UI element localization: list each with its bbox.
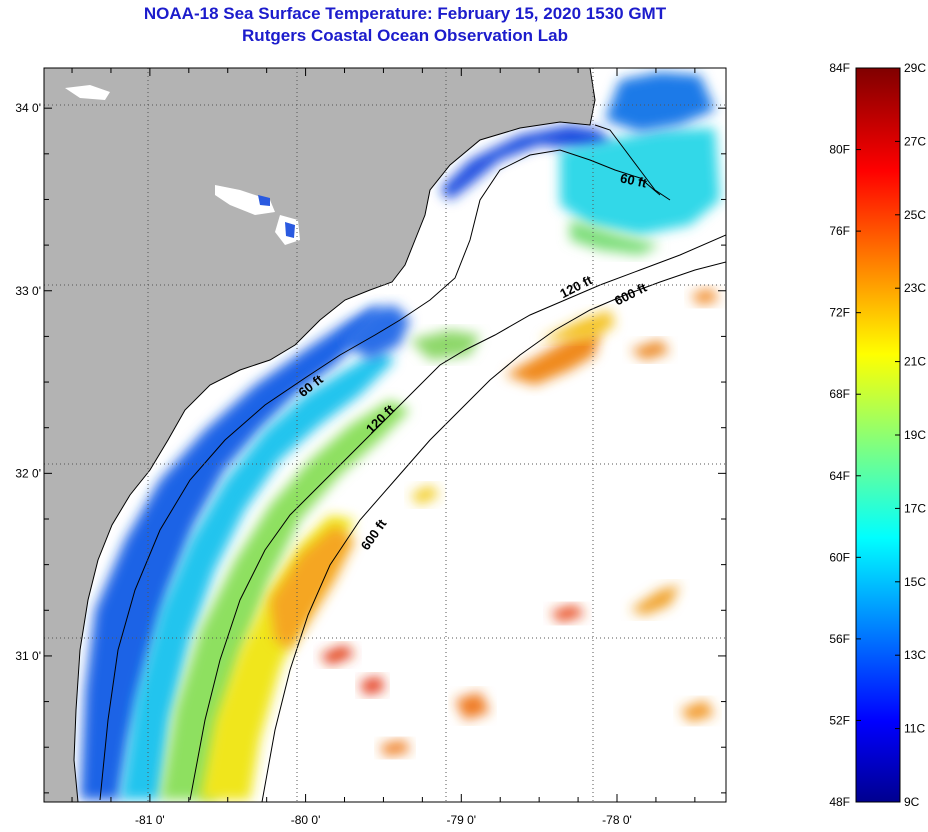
grid-lines xyxy=(44,68,726,802)
latitude-axis-labels: 34 0' 33 0' 32 0' 31 0' xyxy=(15,101,41,663)
colorbar-f-label: 80F xyxy=(829,143,850,157)
depth-label: 60 ft xyxy=(619,170,649,190)
colorbar-c-label: 19C xyxy=(904,428,926,442)
colorbar-celsius-labels: 29C 27C 25C 23C 21C 19C 17C 15C 13C 11C 9C xyxy=(895,61,926,809)
sst-orange-patch-3 xyxy=(690,288,720,305)
sst-nearshore-blue xyxy=(80,305,380,800)
colorbar-c-label: 27C xyxy=(904,134,926,148)
inland-lake-3 xyxy=(65,85,110,100)
lat-label: 34 0' xyxy=(15,101,41,115)
lon-label: -79 0' xyxy=(446,813,476,827)
colorbar-f-label: 56F xyxy=(829,632,850,646)
land-mass xyxy=(44,68,595,802)
sst-orange-band xyxy=(270,525,355,650)
sst-yellow-patch-1 xyxy=(540,310,615,340)
inland-lake-blue xyxy=(258,195,270,206)
colorbar-c-label: 25C xyxy=(904,208,926,222)
sst-yellow-patch-2 xyxy=(410,485,440,505)
lat-label: 32 0' xyxy=(15,466,41,480)
sst-orange-patch-4 xyxy=(630,585,680,615)
colorbar-f-label: 72F xyxy=(829,306,850,320)
sst-north-cyan xyxy=(560,128,720,235)
map-frame xyxy=(43,67,727,803)
colorbar-f-label: 84F xyxy=(829,61,850,75)
colorbar-c-label: 11C xyxy=(904,722,925,736)
sst-orange-patch-6 xyxy=(680,700,715,722)
colorbar-c-label: 21C xyxy=(904,355,926,369)
colorbar-f-label: 60F xyxy=(829,550,850,564)
sst-north-blue xyxy=(440,125,615,200)
colorbar-f-label: 76F xyxy=(829,224,850,238)
colorbar: 84F 80F 76F 72F 68F 64F 60F 56F 52F 48F 29C 27C 25C… xyxy=(829,61,926,809)
lon-label: -78 0' xyxy=(602,813,632,827)
sst-mid-green-patch xyxy=(410,330,480,360)
sst-orange-patch-2 xyxy=(630,340,670,360)
colorbar-c-label: 29C xyxy=(904,61,926,75)
map-subtitle: Rutgers Coastal Ocean Observation Lab xyxy=(242,26,568,45)
sst-mid-blue-patch xyxy=(340,305,410,360)
sst-orange-patch-5 xyxy=(455,692,490,720)
colorbar-f-label: 48F xyxy=(829,795,850,809)
sst-red-patch-1 xyxy=(320,645,355,665)
lat-label: 33 0' xyxy=(15,284,41,298)
colorbar-c-label: 17C xyxy=(904,501,926,515)
sst-red-patch-2 xyxy=(550,605,585,622)
colorbar-f-label: 68F xyxy=(829,387,850,401)
longitude-axis-labels: -81 0' -80 0' -79 0' -78 0' xyxy=(135,813,632,827)
isobath-600ft xyxy=(261,261,726,802)
lat-label: 31 0' xyxy=(15,649,41,663)
sst-north-top-blue xyxy=(605,72,715,132)
inland-lake xyxy=(215,185,275,215)
sst-red-patch-3 xyxy=(360,676,385,695)
colorbar-c-label: 23C xyxy=(904,281,926,295)
cape-fear-coast xyxy=(594,124,671,201)
colorbar-f-label: 52F xyxy=(829,713,850,727)
lon-label: -80 0' xyxy=(291,813,321,827)
sst-orange-patch-1 xyxy=(505,330,600,385)
isobath-60ft xyxy=(99,149,661,801)
sst-orange-patch-7 xyxy=(380,740,410,756)
sst-mid-cyan xyxy=(120,350,395,800)
map-title: NOAA-18 Sea Surface Temperature: Februar… xyxy=(143,4,667,23)
sst-field xyxy=(80,72,720,800)
colorbar-gradient xyxy=(855,67,901,803)
colorbar-c-label: 15C xyxy=(904,575,926,589)
colorbar-c-label: 13C xyxy=(904,648,926,662)
isobath-120ft xyxy=(189,234,726,801)
inland-lake-blue-2 xyxy=(285,222,295,238)
coastline xyxy=(73,68,596,802)
colorbar-fahrenheit-labels: 84F 80F 76F 72F 68F 64F 60F 56F 52F 48F xyxy=(829,61,861,809)
colorbar-c-label: 9C xyxy=(904,795,920,809)
axis-ticks xyxy=(44,68,726,802)
lon-label: -81 0' xyxy=(135,813,165,827)
colorbar-f-label: 64F xyxy=(829,469,850,483)
